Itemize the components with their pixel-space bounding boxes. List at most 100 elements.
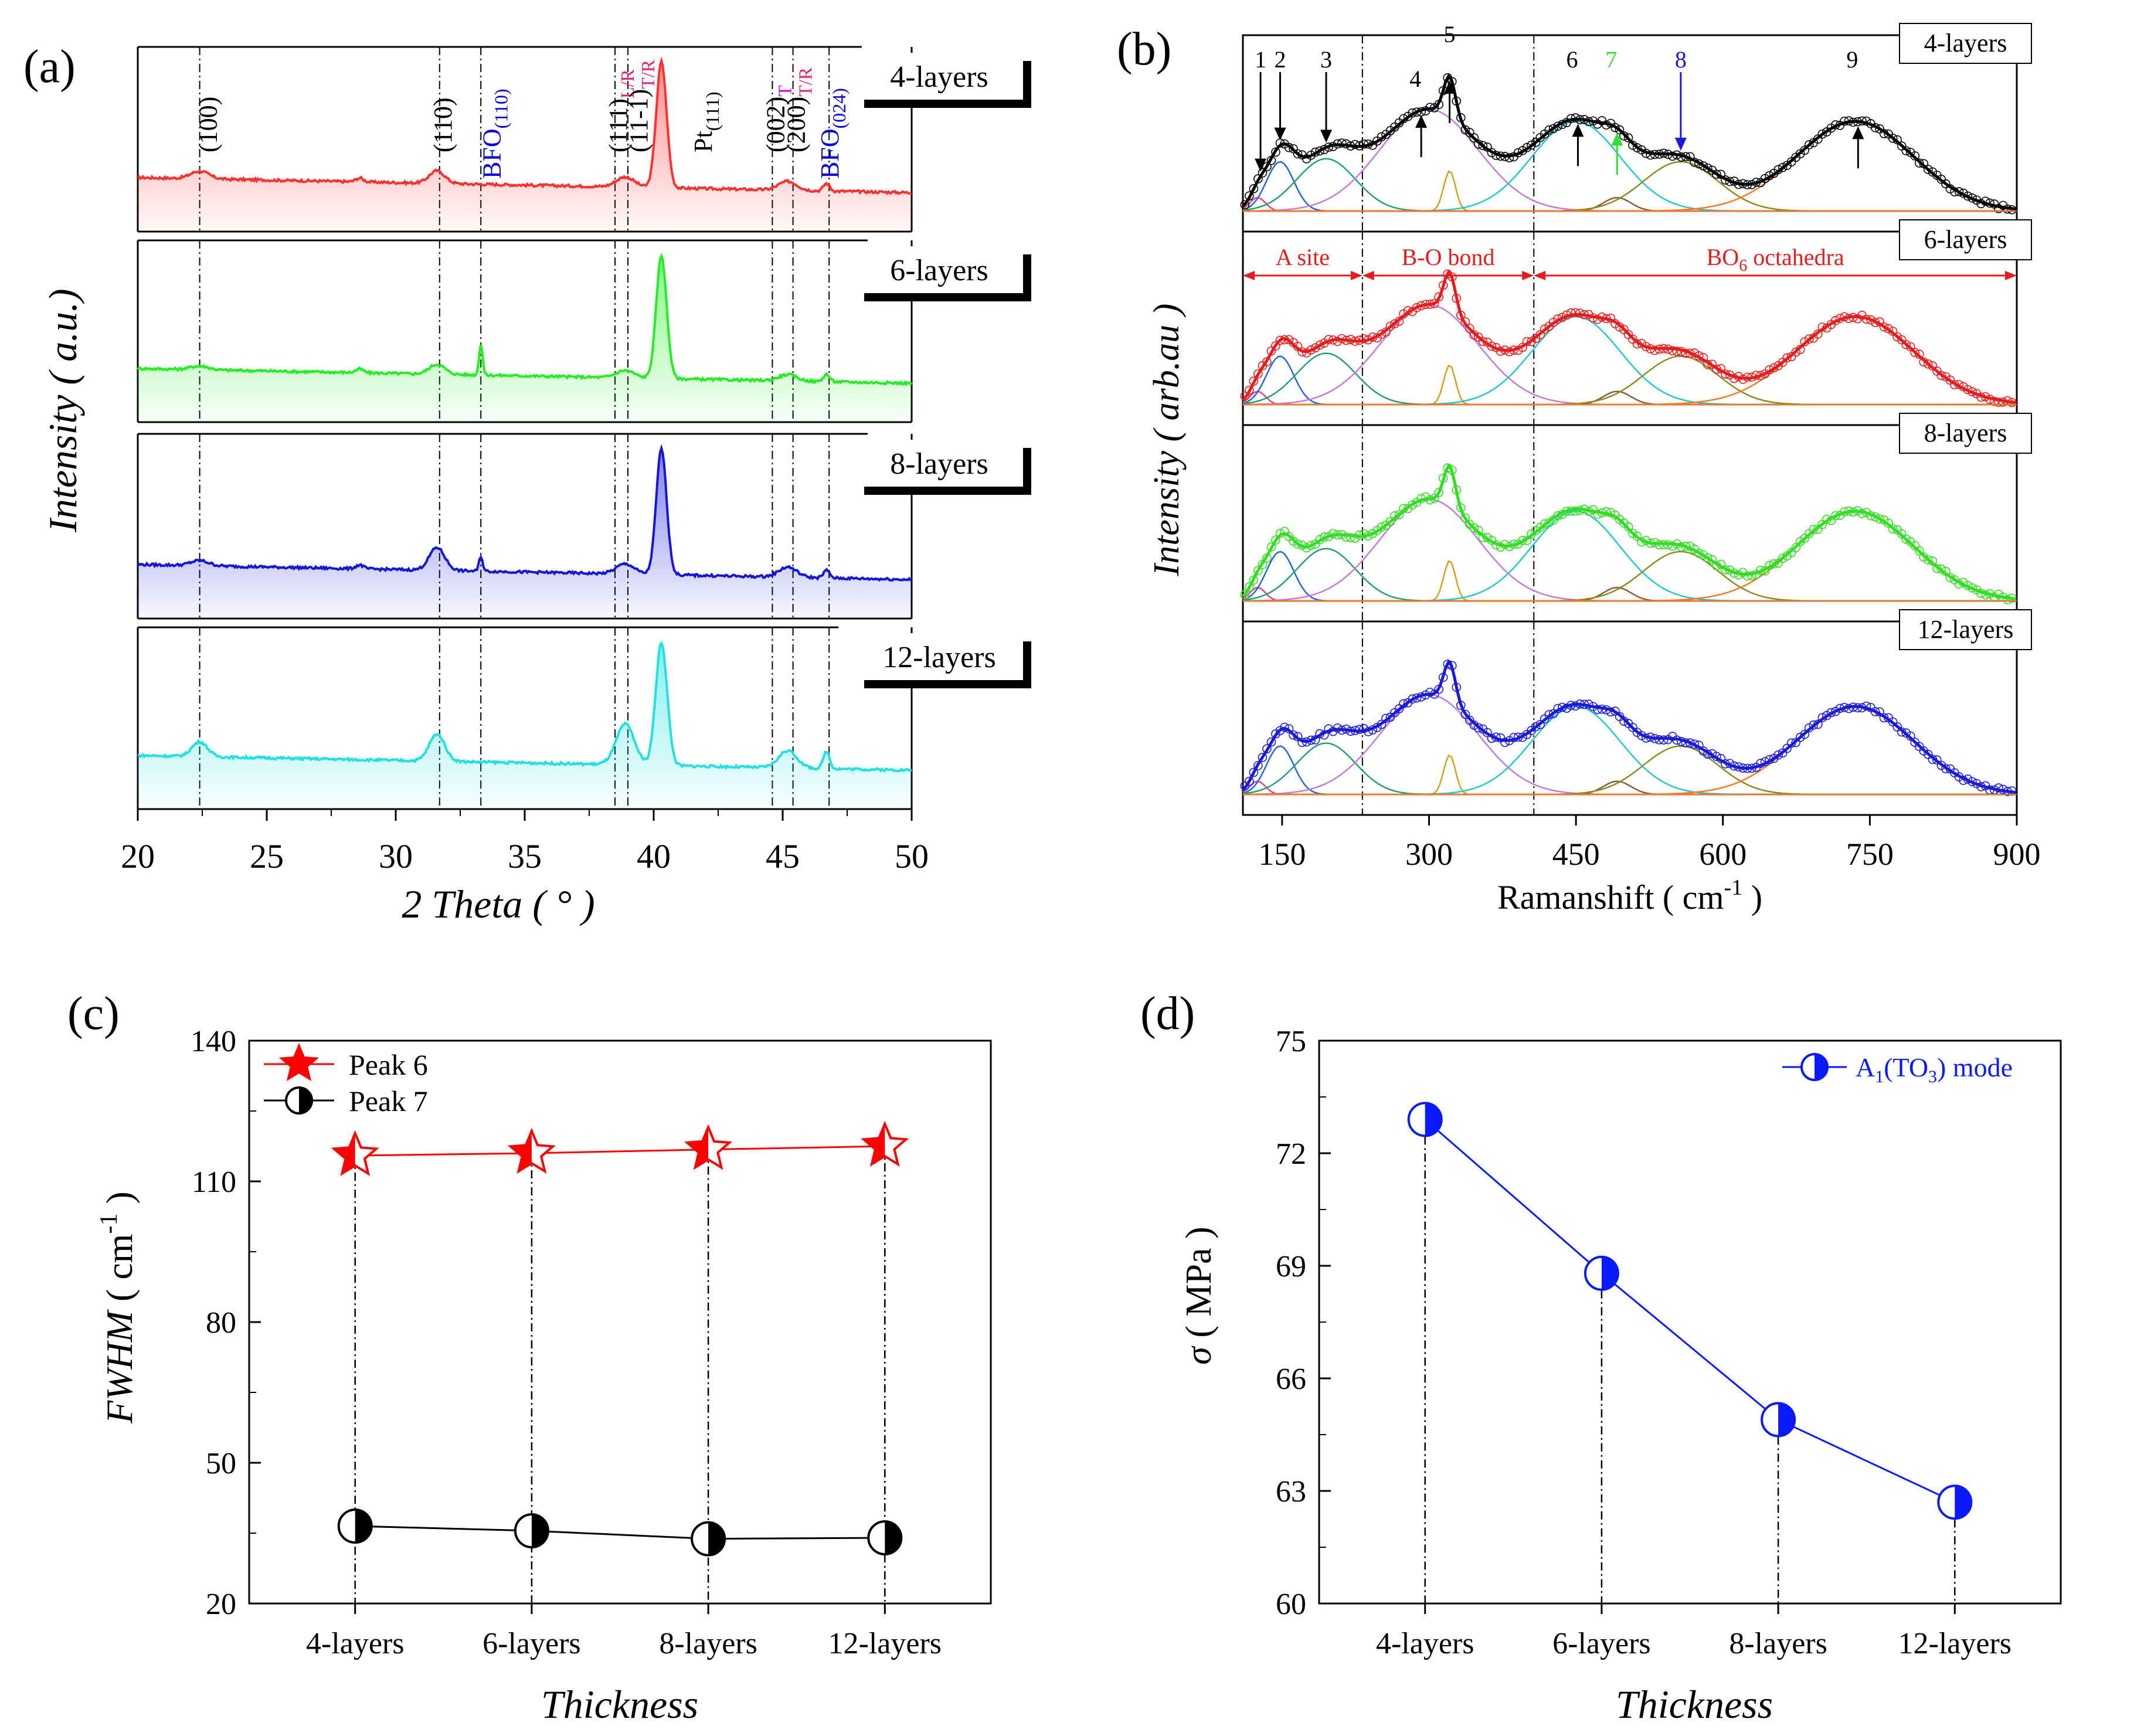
b-mode-label: 6 [1566, 46, 1578, 73]
b-data-point [1465, 324, 1474, 334]
b-data-point [1271, 341, 1280, 351]
c-legend-label: Peak 6 [349, 1048, 428, 1081]
panel-c-ylabel-main: FWHM [98, 1309, 140, 1424]
a-series-fill [138, 643, 912, 809]
a-peak-annotation: BFO(110) [477, 89, 511, 179]
a-peak-annotation-main: Pt [689, 131, 718, 152]
b-data-point [1474, 723, 1483, 733]
d-y-tick-label: 60 [1276, 1588, 1306, 1621]
b-data-point [1535, 719, 1545, 729]
b-data-point [1923, 359, 1933, 369]
b-data-point [1240, 391, 1250, 401]
b-x-tick-label: 750 [1846, 837, 1894, 872]
b-data-point [1469, 133, 1479, 142]
panel-c-ylabel-end: ) [98, 1191, 140, 1213]
b-data-point [1465, 128, 1474, 137]
b-data-point [1954, 187, 1964, 196]
c-x-tick-label: 8-layers [659, 1627, 757, 1660]
panel-b-xlabel-main: Ramanshift ( cm [1497, 878, 1724, 916]
b-data-point [1817, 129, 1827, 139]
b-data-point [1919, 552, 1929, 562]
b-region-label-main: BO [1707, 244, 1739, 270]
c-legend-label: Peak 7 [349, 1085, 428, 1117]
b-data-points [1240, 269, 2017, 407]
panel-d-label: (d) [1140, 988, 1195, 1039]
b-data-point [1703, 553, 1713, 563]
b-data-point [1632, 143, 1642, 152]
b-region-label: B-O bond [1402, 244, 1495, 270]
c-series-line [355, 1145, 885, 1157]
c-circle-marker-fill [885, 1521, 902, 1554]
b-data-point [1659, 735, 1669, 745]
b-data-point [1782, 353, 1792, 363]
b-data-point [1698, 161, 1708, 171]
c-y-tick-label: 20 [206, 1588, 236, 1621]
b-fit-component [1242, 586, 2016, 602]
b-mode-label: 5 [1444, 21, 1456, 47]
b-data-point [1341, 532, 1351, 542]
b-data-point [1804, 334, 1814, 344]
b-data-point [1271, 535, 1280, 545]
a-peak-annotation-sub: (024) [828, 88, 850, 128]
b-data-point [1932, 755, 1942, 765]
panel-c-ylabel-sup: -1 [96, 1213, 123, 1234]
b-data-point [1769, 363, 1779, 373]
b-data-point [1910, 348, 1920, 358]
b-fit-component [1242, 742, 2016, 796]
b-label-box [1899, 413, 2032, 454]
a-peak-annotation-sub: (110) [490, 89, 511, 128]
b-data-point [1667, 151, 1677, 161]
b-data-point [1540, 519, 1550, 529]
c-y-tick-label: 140 [191, 1025, 236, 1058]
b-data-point [1667, 346, 1677, 356]
b-data-point [1504, 153, 1514, 162]
b-fit-component [1242, 304, 2016, 406]
panel-c-xlabel: Thickness [541, 1682, 698, 1727]
b-fit-component [1243, 754, 2016, 796]
b-data-point [1293, 149, 1303, 159]
b-fit-component [1243, 315, 2016, 406]
b-mode-label: 3 [1320, 46, 1332, 73]
b-mode-arrow-head [1255, 158, 1267, 172]
b-fit-component [1243, 315, 2016, 406]
b-data-point [1293, 539, 1303, 549]
b-region-label-main: A site [1276, 244, 1330, 270]
b-data-point [1914, 546, 1924, 556]
d-legend-label-a: A [1856, 1052, 1875, 1082]
b-data-point [1535, 330, 1545, 339]
a-peak-annotation-sub: T [774, 85, 795, 97]
b-data-point [1306, 345, 1316, 355]
b-data-point [1412, 303, 1422, 312]
panel-d: (d) 60 63 66 69 72 75 4-layers 6-layers 8-layers… [1140, 988, 2062, 1727]
b-data-point [1315, 146, 1324, 156]
b-data-point [1703, 163, 1713, 173]
a-series-fill [138, 60, 912, 232]
b-series-label: 4-layers [1924, 29, 2007, 57]
d-x-tick-label: 12-layers [1898, 1627, 2012, 1660]
b-data-point [1778, 162, 1788, 172]
a-peak-annotation-main: (11-1) [624, 89, 653, 152]
d-series-line [1424, 1119, 1955, 1503]
a-label-box [856, 440, 1023, 487]
b-data-point [1385, 517, 1395, 526]
b-data-point [1275, 335, 1285, 345]
d-circle-marker-fill [1601, 1256, 1618, 1290]
b-data-point [1914, 158, 1924, 168]
d-circle-marker-fill [1425, 1103, 1442, 1136]
b-data-point [1615, 125, 1625, 135]
a-label-box [856, 246, 1023, 293]
b-series-label: 12-layers [1918, 615, 2014, 644]
b-region-arrow-head [2005, 271, 2017, 280]
b-fit-component [1243, 551, 2016, 602]
d-y-tick-label: 69 [1276, 1250, 1306, 1283]
panel-c-label: (c) [67, 988, 120, 1039]
panel-b: (b) 4-layers 6-layers 8-layers 12-layers 1 2 3… [1117, 21, 2041, 916]
a-peak-annotation-main: BFO [477, 128, 506, 179]
b-fit-component [1242, 158, 2016, 212]
b-data-point [1289, 536, 1298, 546]
c-y-tick-label: 80 [206, 1306, 236, 1340]
b-envelope-line [1242, 463, 2016, 600]
b-envelope-line [1242, 659, 2016, 794]
a-series-fill [138, 448, 912, 619]
b-data-point [1571, 308, 1581, 318]
